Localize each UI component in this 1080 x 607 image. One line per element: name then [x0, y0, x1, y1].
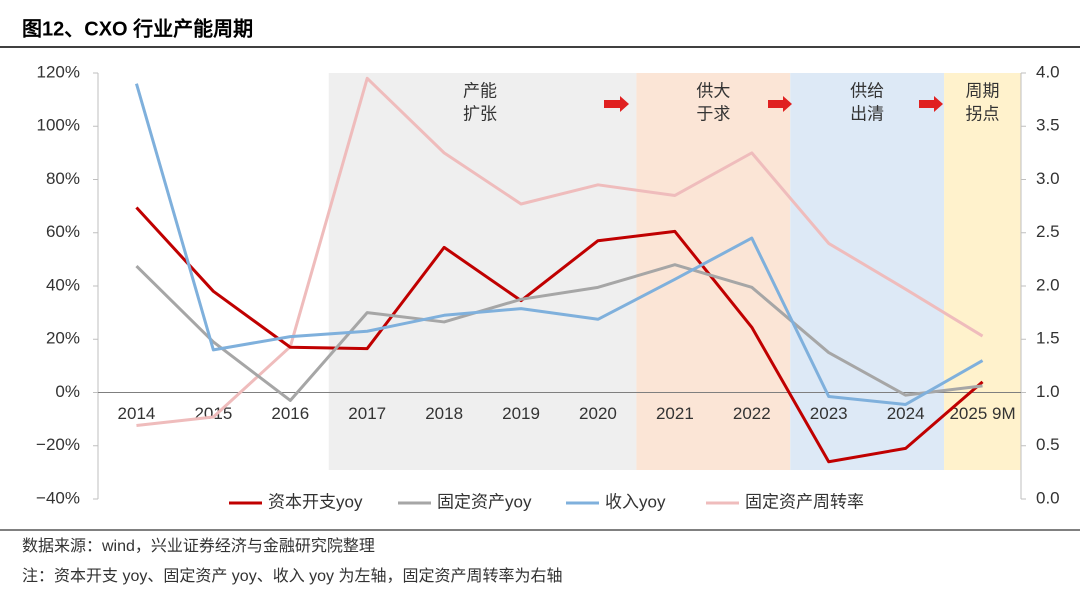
y-tick-label: 100% [37, 116, 80, 135]
y2-tick-label: 4.0 [1036, 62, 1060, 81]
phase-label: 扩张 [463, 104, 497, 123]
source-note: 数据来源：wind，兴业证券经济与金融研究院整理 [22, 537, 375, 555]
y2-tick-label: 2.5 [1036, 222, 1060, 241]
y2-tick-label: 1.0 [1036, 382, 1060, 401]
y-tick-label: 120% [37, 62, 80, 81]
y-tick-label: −20% [36, 435, 80, 454]
y2-tick-label: 0.0 [1036, 488, 1060, 507]
phase-band [790, 73, 945, 470]
phase-label: 产能 [463, 81, 497, 100]
phase-band [328, 73, 637, 470]
phase-label: 周期 [966, 81, 1000, 100]
phase-label: 出清 [850, 104, 884, 123]
legend-label: 固定资产yoy [437, 492, 532, 511]
y2-tick-label: 2.0 [1036, 275, 1060, 294]
y-tick-label: −40% [36, 488, 80, 507]
y-tick-label: 20% [46, 329, 80, 348]
x-tick-label: 2019 [502, 404, 540, 423]
phase-band [636, 73, 791, 470]
arrow [919, 96, 943, 112]
x-tick-label: 2014 [118, 404, 156, 423]
y2-tick-label: 3.5 [1036, 116, 1060, 135]
axis-note: 注：资本开支 yoy、固定资产 yoy、收入 yoy 为左轴，固定资产周转率为右… [22, 567, 562, 585]
y2-tick-label: 1.5 [1036, 329, 1060, 348]
legend-label: 固定资产周转率 [745, 492, 864, 511]
y-tick-label: 40% [46, 275, 80, 294]
arrow [768, 96, 792, 112]
phase-layer [328, 73, 1021, 470]
arrow [604, 96, 629, 112]
series-line [135, 83, 984, 406]
x-tick-label: 2025 9M [949, 404, 1015, 423]
x-tick-label: 2023 [810, 404, 848, 423]
y-tick-label: 0% [55, 382, 80, 401]
x-tick-label: 2018 [425, 404, 463, 423]
y-tick-label: 80% [46, 169, 80, 188]
phase-label: 于求 [696, 104, 730, 123]
y2-tick-label: 3.0 [1036, 169, 1060, 188]
x-tick-label: 2017 [348, 404, 386, 423]
series-line [135, 263, 983, 402]
x-tick-label: 2016 [271, 404, 309, 423]
x-tick-label: 2021 [656, 404, 694, 423]
title: 图12、CXO 行业产能周期 [22, 16, 253, 40]
legend-label: 收入yoy [605, 492, 666, 511]
y-tick-label: 60% [46, 222, 80, 241]
y2-tick-label: 0.5 [1036, 435, 1060, 454]
series-line [136, 76, 984, 428]
x-tick-label: 2020 [579, 404, 617, 423]
x-tick-label: 2022 [733, 404, 771, 423]
phase-label: 供大 [696, 81, 730, 100]
x-tick-label: 2024 [887, 404, 925, 423]
phase-label: 供给 [850, 81, 884, 100]
legend-label: 资本开支yoy [268, 492, 363, 511]
phase-label: 拐点 [966, 104, 1000, 123]
